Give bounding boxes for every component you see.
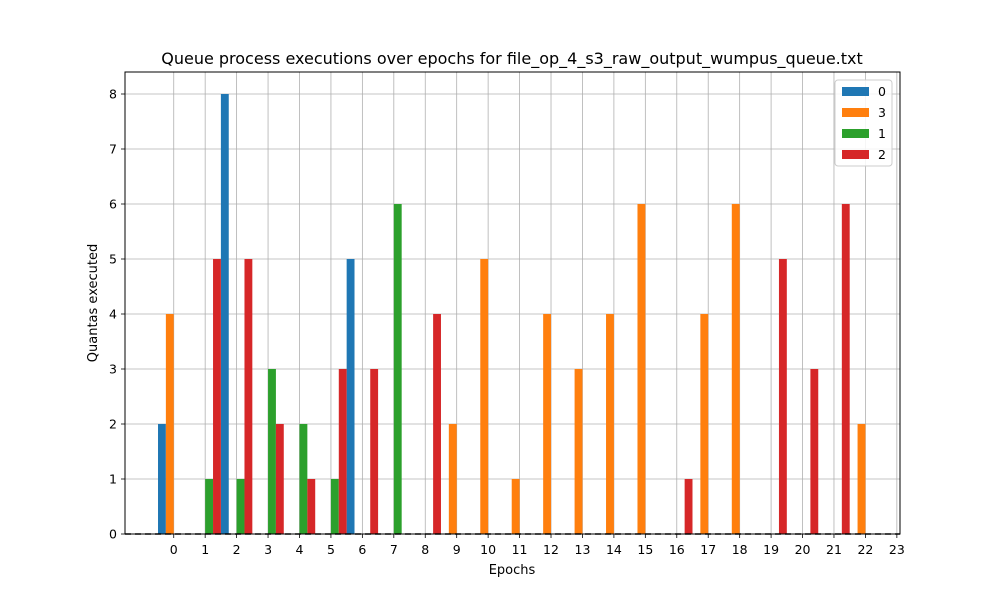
- x-tick-label: 22: [857, 542, 873, 557]
- x-tick-label: 7: [390, 542, 398, 557]
- bar-series-1-epoch-2: [236, 479, 245, 534]
- legend-label-3: 3: [878, 105, 886, 120]
- x-tick-label: 0: [170, 542, 178, 557]
- plot-frame: [124, 71, 901, 535]
- legend: 0 3 1 2: [834, 79, 893, 167]
- x-tick-label: 13: [575, 542, 591, 557]
- y-tick-label: 0: [109, 527, 117, 542]
- bar-series-0-epoch-0: [158, 424, 166, 534]
- bars-group: [158, 94, 866, 534]
- bar-series-3-epoch-18: [731, 204, 740, 534]
- bar-series-3-epoch-11: [511, 479, 520, 534]
- bar-series-2-epoch-8: [433, 314, 441, 534]
- bar-series-2-epoch-16: [684, 479, 693, 534]
- bar-series-1-epoch-5: [330, 479, 339, 534]
- legend-swatch-0: [842, 87, 869, 96]
- y-axis-ticks: 0 1 2 3 4 5 6 7 8: [109, 87, 125, 542]
- bar-series-3-epoch-13: [574, 369, 583, 534]
- x-tick-label: 9: [453, 542, 461, 557]
- x-tick-label: 2: [233, 542, 241, 557]
- bar-series-2-epoch-6: [370, 369, 379, 534]
- bar-series-2-epoch-1: [213, 259, 221, 534]
- x-tick-label: 4: [296, 542, 304, 557]
- x-tick-label: 19: [763, 542, 779, 557]
- bar-series-3-epoch-9: [448, 424, 457, 534]
- y-tick-label: 2: [109, 417, 117, 432]
- x-tick-label: 12: [543, 542, 559, 557]
- legend-box: [834, 79, 893, 167]
- y-tick-label: 8: [109, 87, 117, 102]
- x-tick-label: 8: [421, 542, 429, 557]
- bar-series-1-epoch-3: [268, 369, 276, 534]
- bar-series-2-epoch-21: [841, 204, 850, 534]
- x-tick-label: 14: [606, 542, 622, 557]
- legend-label-0: 0: [878, 84, 886, 99]
- bar-series-3-epoch-0: [165, 314, 174, 534]
- bar-series-0-epoch-6: [346, 259, 355, 534]
- bar-series-3-epoch-12: [543, 314, 552, 534]
- bar-series-1-epoch-4: [299, 424, 308, 534]
- x-tick-label: 1: [201, 542, 209, 557]
- chart-title: Queue process executions over epochs for…: [161, 49, 863, 69]
- bar-series-3-epoch-17: [700, 314, 709, 534]
- y-tick-label: 4: [109, 307, 117, 322]
- x-tick-label: 6: [358, 542, 366, 557]
- x-tick-label: 15: [637, 542, 653, 557]
- bar-series-3-epoch-22: [857, 424, 866, 534]
- x-tick-label: 5: [327, 542, 335, 557]
- x-tick-label: 11: [512, 542, 528, 557]
- x-tick-label: 3: [264, 542, 272, 557]
- bar-series-3-epoch-14: [606, 314, 614, 534]
- bar-series-1-epoch-7: [393, 204, 402, 534]
- x-tick-label: 21: [826, 542, 842, 557]
- x-axis-ticks: 0 1 2 3 4 5 6 7 8 9 10 11 12 13 14 15 16 17 18 19 20 21 22 23: [170, 534, 905, 557]
- bar-series-2-epoch-20: [810, 369, 819, 534]
- legend-label-2: 2: [878, 147, 886, 162]
- bar-series-2-epoch-3: [275, 424, 284, 534]
- bar-series-0-epoch-2: [220, 94, 229, 534]
- bar-series-1-epoch-1: [205, 479, 214, 534]
- x-tick-label: 23: [889, 542, 905, 557]
- bar-series-2-epoch-19: [778, 259, 787, 534]
- x-axis-label: Epochs: [489, 563, 536, 578]
- bar-series-3-epoch-10: [480, 259, 489, 534]
- bar-series-2-epoch-2: [244, 259, 253, 534]
- legend-label-1: 1: [878, 126, 886, 141]
- bar-series-2-epoch-5: [338, 369, 347, 534]
- x-tick-label: 16: [669, 542, 685, 557]
- legend-swatch-2: [842, 150, 869, 159]
- y-tick-label: 3: [109, 362, 117, 377]
- x-tick-label: 17: [700, 542, 716, 557]
- y-tick-label: 6: [109, 197, 117, 212]
- x-tick-label: 10: [480, 542, 496, 557]
- y-tick-label: 1: [109, 472, 117, 487]
- bar-series-2-epoch-4: [307, 479, 316, 534]
- bar-series-3-epoch-15: [637, 204, 646, 534]
- x-tick-label: 20: [795, 542, 811, 557]
- legend-swatch-1: [842, 129, 869, 138]
- legend-swatch-3: [842, 108, 869, 117]
- y-tick-label: 5: [109, 252, 117, 267]
- x-tick-label: 18: [732, 542, 748, 557]
- y-tick-label: 7: [109, 142, 117, 157]
- y-axis-label: Quantas executed: [86, 244, 101, 362]
